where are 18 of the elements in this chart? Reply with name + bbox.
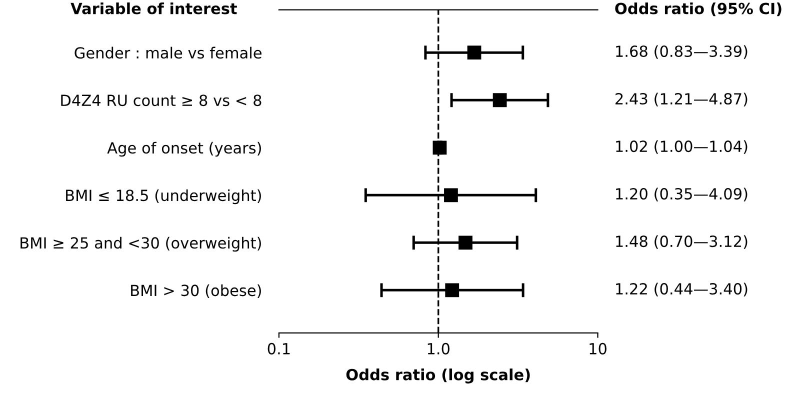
y-tick-label: Age of onset (years) xyxy=(107,142,261,157)
y-tick-label: BMI > 30 (obese) xyxy=(131,284,261,298)
data-label: 1.68 (0.83—3.39) xyxy=(616,45,748,59)
y-tick-label: BMI ≤ 18.5 (underweight) xyxy=(66,189,261,204)
data-label: 1.20 (0.35—4.09) xyxy=(616,188,748,202)
text: Odds ratio (95% CI) xyxy=(615,2,782,16)
x-axis-title: Odds ratio (log scale) xyxy=(346,368,530,384)
y-tick-label: BMI ≥ 25 and <30 (overweight) xyxy=(20,236,261,252)
data-label: 1.48 (0.70—3.12) xyxy=(616,235,748,249)
y-tick-label: D4Z4 RU count ≥ 8 vs < 8 xyxy=(61,94,262,106)
x-tick-label: 10 xyxy=(590,342,606,354)
y-tick-label: Gender : male vs female xyxy=(74,46,262,59)
x-tick-label: 0.1 xyxy=(268,342,290,354)
data-label: 2.43 (1.21—4.87) xyxy=(616,92,748,106)
text: Variable of interest xyxy=(70,2,237,14)
x-tick-label: 1.0 xyxy=(428,342,450,354)
data-label: 1.22 (0.44—3.40) xyxy=(616,282,748,296)
data-label: 1.02 (1.00—1.04) xyxy=(616,140,748,154)
